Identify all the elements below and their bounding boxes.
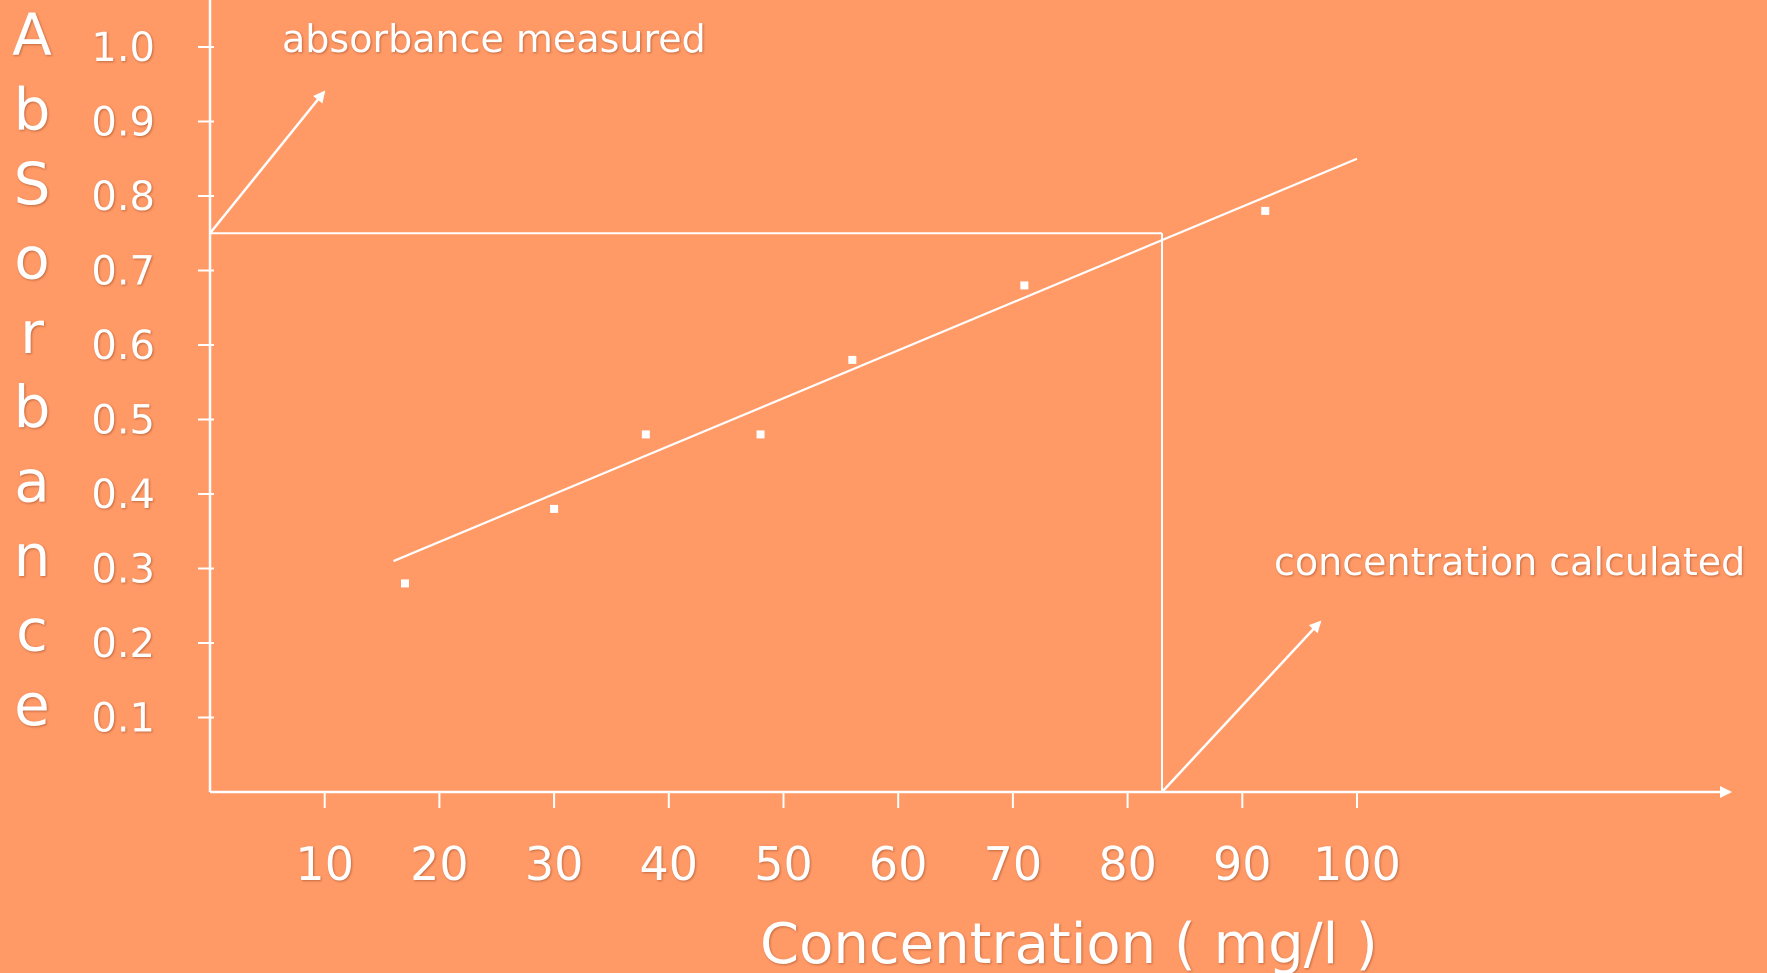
x-tick-label: 100 bbox=[1313, 837, 1401, 891]
data-point bbox=[641, 430, 650, 439]
x-tick-label: 80 bbox=[1098, 837, 1157, 891]
y-tick-label: 0.9 bbox=[91, 100, 155, 146]
annotation-absorbance-measured: absorbance measured bbox=[282, 17, 706, 61]
x-tick-label: 30 bbox=[525, 837, 584, 891]
y-tick-label: 0.2 bbox=[91, 621, 155, 667]
y-tick-label: 0.1 bbox=[91, 696, 155, 742]
x-tick-label: 90 bbox=[1213, 837, 1272, 891]
data-point bbox=[1020, 281, 1029, 290]
measurement-guides bbox=[209, 90, 1322, 793]
y-tick-label: 0.6 bbox=[91, 323, 155, 369]
concentration-annotation-arrow bbox=[1161, 620, 1322, 793]
data-point bbox=[848, 355, 857, 364]
x-tick-label: 60 bbox=[869, 837, 928, 891]
axes bbox=[198, 0, 1732, 808]
y-tick-label: 0.3 bbox=[91, 547, 155, 593]
absorbance-annotation-arrow bbox=[209, 90, 326, 235]
x-tick-label: 10 bbox=[295, 837, 354, 891]
x-tick-label: 70 bbox=[984, 837, 1043, 891]
x-tick-label: 20 bbox=[410, 837, 469, 891]
data-point bbox=[400, 579, 409, 588]
data-point bbox=[756, 430, 765, 439]
data-point bbox=[1261, 206, 1270, 215]
y-axis-title-letter: b bbox=[14, 373, 51, 441]
y-axis-title-letter: c bbox=[16, 597, 48, 665]
y-axis-title-letter: n bbox=[14, 522, 51, 590]
x-tick-label: 50 bbox=[754, 837, 813, 891]
y-axis-title-letter: e bbox=[14, 671, 50, 739]
y-tick-label: 0.8 bbox=[91, 174, 155, 220]
data-point bbox=[550, 504, 559, 513]
y-axis-title-letter: b bbox=[14, 75, 51, 143]
x-axis-title: Concentration ( mg/l ) bbox=[760, 912, 1378, 973]
fit-line bbox=[393, 157, 1358, 563]
y-axis-title-letter: r bbox=[20, 299, 44, 367]
y-axis-title-letter: o bbox=[14, 224, 50, 292]
y-tick-label: 0.4 bbox=[91, 472, 155, 518]
y-axis-title-letter: S bbox=[14, 150, 51, 218]
chart-text: absorbance measured concentration calcul… bbox=[12, 1, 1745, 973]
y-axis-title-letter: a bbox=[14, 448, 50, 516]
y-tick-label: 1.0 bbox=[91, 25, 155, 71]
y-tick-label: 0.5 bbox=[91, 398, 155, 444]
data-series bbox=[393, 157, 1358, 588]
annotation-concentration-calculated: concentration calculated bbox=[1274, 540, 1745, 584]
x-tick-label: 40 bbox=[640, 837, 699, 891]
y-tick-label: 0.7 bbox=[91, 249, 155, 295]
y-axis-title-letter: A bbox=[12, 1, 52, 69]
